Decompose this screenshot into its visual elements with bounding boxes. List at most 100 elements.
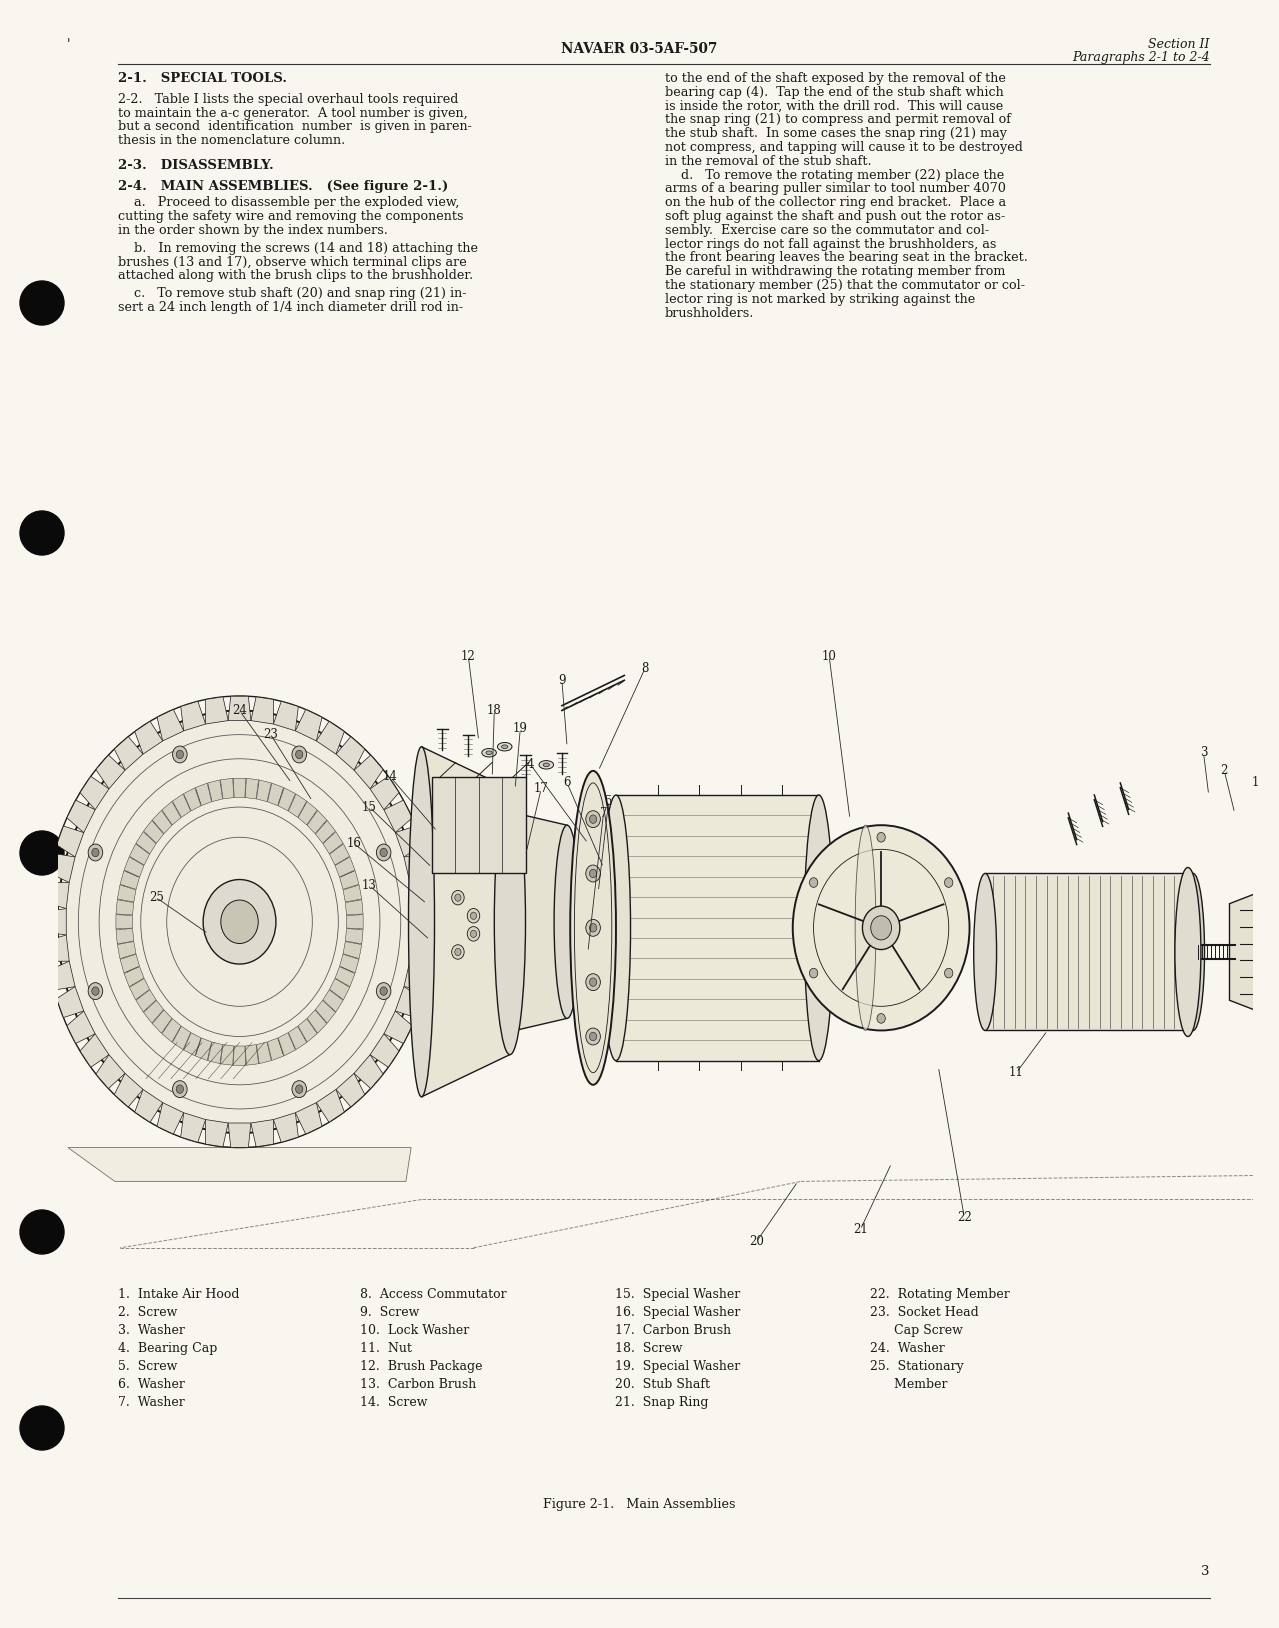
Text: 15: 15 — [362, 801, 377, 814]
Circle shape — [295, 751, 303, 759]
Text: 1: 1 — [1252, 777, 1260, 790]
Ellipse shape — [570, 772, 616, 1084]
Ellipse shape — [1175, 868, 1201, 1037]
Text: 12.  Brush Package: 12. Brush Package — [359, 1359, 482, 1372]
Polygon shape — [395, 825, 422, 856]
Polygon shape — [180, 1112, 206, 1143]
Polygon shape — [120, 954, 139, 974]
Polygon shape — [120, 871, 139, 889]
Polygon shape — [96, 755, 125, 790]
Polygon shape — [274, 702, 298, 731]
Polygon shape — [288, 794, 307, 817]
Text: 21.  Snap Ring: 21. Snap Ring — [615, 1395, 709, 1408]
Text: 16.  Special Washer: 16. Special Washer — [615, 1306, 741, 1319]
Polygon shape — [96, 1055, 125, 1089]
Text: 24.  Washer: 24. Washer — [870, 1341, 945, 1354]
Polygon shape — [45, 908, 67, 934]
Bar — [985, 874, 1193, 1031]
Polygon shape — [409, 882, 434, 908]
Polygon shape — [233, 1047, 246, 1065]
Polygon shape — [298, 801, 317, 825]
Polygon shape — [246, 778, 258, 799]
Polygon shape — [316, 1089, 344, 1122]
Circle shape — [92, 987, 98, 995]
Text: arms of a bearing puller similar to tool number 4070: arms of a bearing puller similar to tool… — [665, 182, 1005, 195]
Text: 5.  Screw: 5. Screw — [118, 1359, 178, 1372]
Text: 20.  Stub Shaft: 20. Stub Shaft — [615, 1377, 710, 1390]
Circle shape — [173, 746, 187, 764]
Circle shape — [20, 1407, 64, 1451]
Text: 10: 10 — [821, 650, 836, 663]
Polygon shape — [196, 1039, 211, 1060]
Text: 23: 23 — [263, 728, 278, 741]
Text: attached along with the brush clips to the brushholder.: attached along with the brush clips to t… — [118, 269, 473, 282]
Text: the stub shaft.  In some cases the snap ring (21) may: the stub shaft. In some cases the snap r… — [665, 127, 1007, 140]
Text: 25.  Stationary: 25. Stationary — [870, 1359, 964, 1372]
Polygon shape — [1229, 886, 1279, 1019]
Text: 2-1.   SPECIAL TOOLS.: 2-1. SPECIAL TOOLS. — [118, 72, 286, 85]
Ellipse shape — [486, 751, 492, 754]
Polygon shape — [46, 934, 69, 962]
Ellipse shape — [544, 764, 550, 767]
Ellipse shape — [804, 794, 834, 1061]
Polygon shape — [246, 1045, 258, 1065]
Polygon shape — [118, 941, 136, 959]
Polygon shape — [335, 967, 356, 987]
Text: is inside the rotor, with the drill rod.  This will cause: is inside the rotor, with the drill rod.… — [665, 99, 1003, 112]
Polygon shape — [220, 778, 234, 799]
Polygon shape — [345, 900, 363, 915]
Text: Paragraphs 2-1 to 2-4: Paragraphs 2-1 to 2-4 — [1072, 50, 1210, 63]
Circle shape — [590, 869, 597, 877]
Polygon shape — [384, 799, 412, 832]
Text: 15.  Special Washer: 15. Special Washer — [615, 1288, 741, 1301]
Polygon shape — [370, 777, 399, 809]
Circle shape — [221, 900, 258, 944]
Text: b.   In removing the screws (14 and 18) attaching the: b. In removing the screws (14 and 18) at… — [118, 241, 478, 254]
Polygon shape — [129, 978, 150, 1000]
Text: 14: 14 — [382, 770, 398, 783]
Polygon shape — [67, 1011, 95, 1044]
Text: 3: 3 — [1200, 746, 1207, 759]
Polygon shape — [157, 1102, 184, 1135]
Text: in the removal of the stub shaft.: in the removal of the stub shaft. — [665, 155, 871, 168]
Polygon shape — [114, 1073, 143, 1107]
Text: 9: 9 — [558, 674, 565, 687]
Text: sert a 24 inch length of 1/4 inch diameter drill rod in-: sert a 24 inch length of 1/4 inch diamet… — [118, 301, 463, 314]
Circle shape — [590, 923, 597, 933]
Circle shape — [295, 1084, 303, 1094]
Polygon shape — [228, 1123, 251, 1148]
Ellipse shape — [973, 874, 996, 1031]
Polygon shape — [196, 783, 211, 806]
Polygon shape — [118, 886, 136, 902]
Text: 13.  Carbon Brush: 13. Carbon Brush — [359, 1377, 476, 1390]
Polygon shape — [68, 1148, 411, 1182]
Circle shape — [944, 969, 953, 978]
Text: 21: 21 — [853, 1223, 867, 1236]
Ellipse shape — [494, 790, 526, 1055]
Circle shape — [455, 949, 460, 956]
Polygon shape — [184, 1032, 201, 1057]
Text: the front bearing leaves the bearing seat in the bracket.: the front bearing leaves the bearing sea… — [665, 251, 1028, 264]
Polygon shape — [152, 1009, 171, 1034]
Polygon shape — [129, 843, 150, 864]
Text: 2: 2 — [1220, 765, 1228, 777]
Text: ': ' — [67, 37, 70, 50]
Text: sembly.  Exercise care so the commutator and col-: sembly. Exercise care so the commutator … — [665, 223, 989, 236]
Polygon shape — [143, 821, 164, 843]
Text: d.   To remove the rotating member (22) place the: d. To remove the rotating member (22) pl… — [665, 169, 1004, 182]
Polygon shape — [67, 799, 95, 832]
Polygon shape — [116, 900, 134, 915]
Text: 3.  Washer: 3. Washer — [118, 1324, 185, 1337]
Polygon shape — [330, 978, 349, 1000]
Text: Be careful in withdrawing the rotating member from: Be careful in withdrawing the rotating m… — [665, 265, 1005, 278]
Text: 22: 22 — [957, 1211, 972, 1224]
Text: on the hub of the collector ring end bracket.  Place a: on the hub of the collector ring end bra… — [665, 197, 1007, 210]
Polygon shape — [322, 990, 343, 1013]
Polygon shape — [278, 1032, 295, 1057]
Polygon shape — [257, 780, 271, 801]
Text: 2.  Screw: 2. Screw — [118, 1306, 178, 1319]
Text: 18.  Screw: 18. Screw — [615, 1341, 683, 1354]
Text: 11: 11 — [1009, 1066, 1023, 1079]
Circle shape — [380, 987, 388, 995]
Text: 11.  Nut: 11. Nut — [359, 1341, 412, 1354]
